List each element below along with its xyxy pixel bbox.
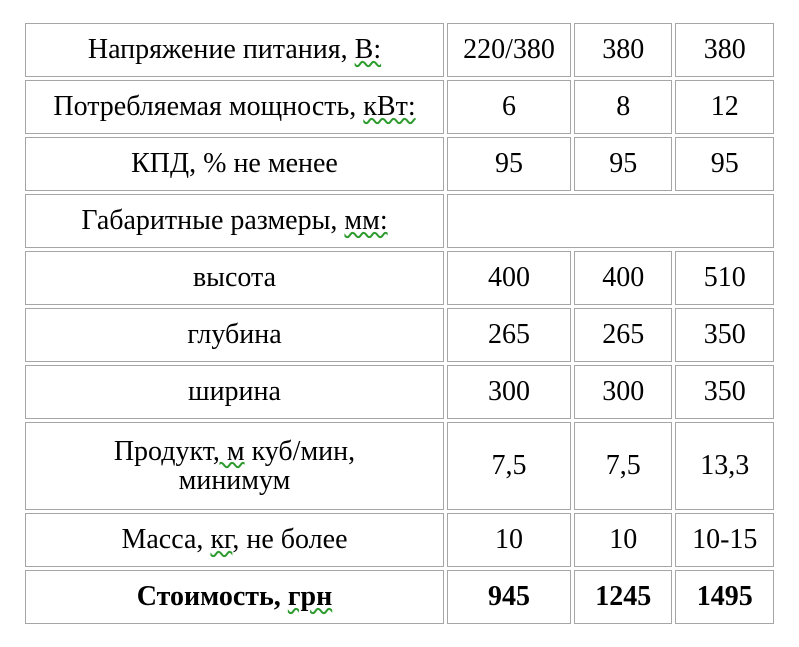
label-wavy: грн [288, 581, 332, 612]
cell-value: 8 [574, 80, 673, 134]
label-wavy: мм: [344, 205, 387, 236]
specs-table-body: Напряжение питания, В: 220/380 380 380 П… [25, 23, 774, 624]
cell-value: 13,3 [675, 422, 774, 510]
cell-value: 95 [675, 137, 774, 191]
row-label: Потребляемая мощность, кВт: [25, 80, 444, 134]
table-row: Габаритные размеры, мм: [25, 194, 774, 248]
cell-value: 95 [574, 137, 673, 191]
row-label: Стоимость, грн [25, 570, 444, 624]
cell-value: 400 [447, 251, 571, 305]
row-label: высота [25, 251, 444, 305]
table-row: ширина 300 300 350 [25, 365, 774, 419]
label-text: Потребляемая мощность, [53, 91, 363, 122]
label-wavy: В: [355, 34, 381, 65]
table-row: Масса, кг, не более 10 10 10-15 [25, 513, 774, 567]
label-text: Напряжение питания, [88, 34, 355, 65]
label-text: высота [193, 262, 276, 293]
cell-value: 10 [447, 513, 571, 567]
cell-value: 300 [447, 365, 571, 419]
table-row: Стоимость, грн 945 1245 1495 [25, 570, 774, 624]
row-label: КПД, % не менее [25, 137, 444, 191]
row-label: Габаритные размеры, мм: [25, 194, 444, 248]
table-row: КПД, % не менее 95 95 95 [25, 137, 774, 191]
label-text-line2: минимум [179, 465, 291, 496]
cell-value: 10-15 [675, 513, 774, 567]
cell-value: 350 [675, 365, 774, 419]
table-row: Напряжение питания, В: 220/380 380 380 [25, 23, 774, 77]
label-text-tail: куб/мин, [245, 436, 356, 467]
label-text: Масса, [121, 524, 210, 555]
cell-value: 7,5 [447, 422, 571, 510]
cell-value: 380 [574, 23, 673, 77]
cell-value: 220/380 [447, 23, 571, 77]
label-text: Стоимость, [137, 581, 288, 612]
cell-value: 510 [675, 251, 774, 305]
cell-value: 10 [574, 513, 673, 567]
label-wavy: кВт: [363, 91, 415, 122]
cell-value: 7,5 [574, 422, 673, 510]
cell-value: 6 [447, 80, 571, 134]
row-label: ширина [25, 365, 444, 419]
label-wavy: , м [213, 436, 245, 467]
cell-value: 1245 [574, 570, 673, 624]
page-container: Напряжение питания, В: 220/380 380 380 П… [0, 0, 799, 647]
cell-value: 12 [675, 80, 774, 134]
cell-value: 945 [447, 570, 571, 624]
cell-value: 300 [574, 365, 673, 419]
row-label: глубина [25, 308, 444, 362]
table-row: Потребляемая мощность, кВт: 6 8 12 [25, 80, 774, 134]
cell-value: 1495 [675, 570, 774, 624]
row-label: Продукт, м куб/мин, минимум [25, 422, 444, 510]
table-row: глубина 265 265 350 [25, 308, 774, 362]
label-text: Продукт [114, 436, 213, 467]
cell-value: 400 [574, 251, 673, 305]
cell-value: 95 [447, 137, 571, 191]
label-wavy: кг [210, 524, 232, 555]
label-text: Габаритные размеры, [81, 205, 344, 236]
label-text: глубина [187, 319, 281, 350]
cell-value-merged [447, 194, 774, 248]
cell-value: 265 [574, 308, 673, 362]
table-row: высота 400 400 510 [25, 251, 774, 305]
table-row: Продукт, м куб/мин, минимум 7,5 7,5 13,3 [25, 422, 774, 510]
label-text: ширина [188, 376, 281, 407]
label-text: КПД, % не менее [131, 148, 338, 179]
row-label: Напряжение питания, В: [25, 23, 444, 77]
cell-value: 265 [447, 308, 571, 362]
cell-value: 350 [675, 308, 774, 362]
specs-table: Напряжение питания, В: 220/380 380 380 П… [22, 20, 777, 627]
row-label: Масса, кг, не более [25, 513, 444, 567]
cell-value: 380 [675, 23, 774, 77]
label-tail: , не более [232, 524, 347, 555]
